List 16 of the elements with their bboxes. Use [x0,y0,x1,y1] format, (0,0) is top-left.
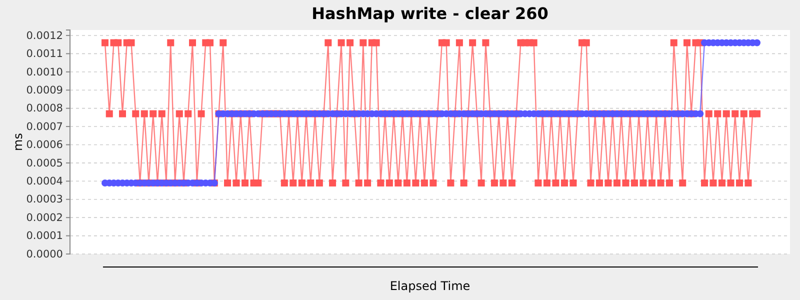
x-axis-title: Elapsed Time [390,279,470,293]
y-tick-label: 0.0009 [26,84,63,96]
y-tick-label: 0.0010 [26,66,63,78]
y-tick-label: 0.0002 [26,212,63,224]
y-tick-label: 0.0007 [26,120,63,133]
y-tick-label: 0.0006 [26,139,64,152]
y-tick-label: 0.0003 [26,194,63,206]
chart-title: HashMap write - clear 260 [312,4,548,23]
y-tick-label: 0.0000 [26,248,63,260]
y-tick-label: 0.0011 [26,48,63,60]
y-tick-label: 0.0012 [26,30,63,42]
y-tick-label: 0.0001 [26,230,63,242]
y-tick-label: 0.0005 [26,157,63,170]
y-tick-label: 0.0008 [26,102,63,115]
y-axis-title: ms [11,133,25,151]
y-tick-label: 0.0004 [26,176,64,188]
